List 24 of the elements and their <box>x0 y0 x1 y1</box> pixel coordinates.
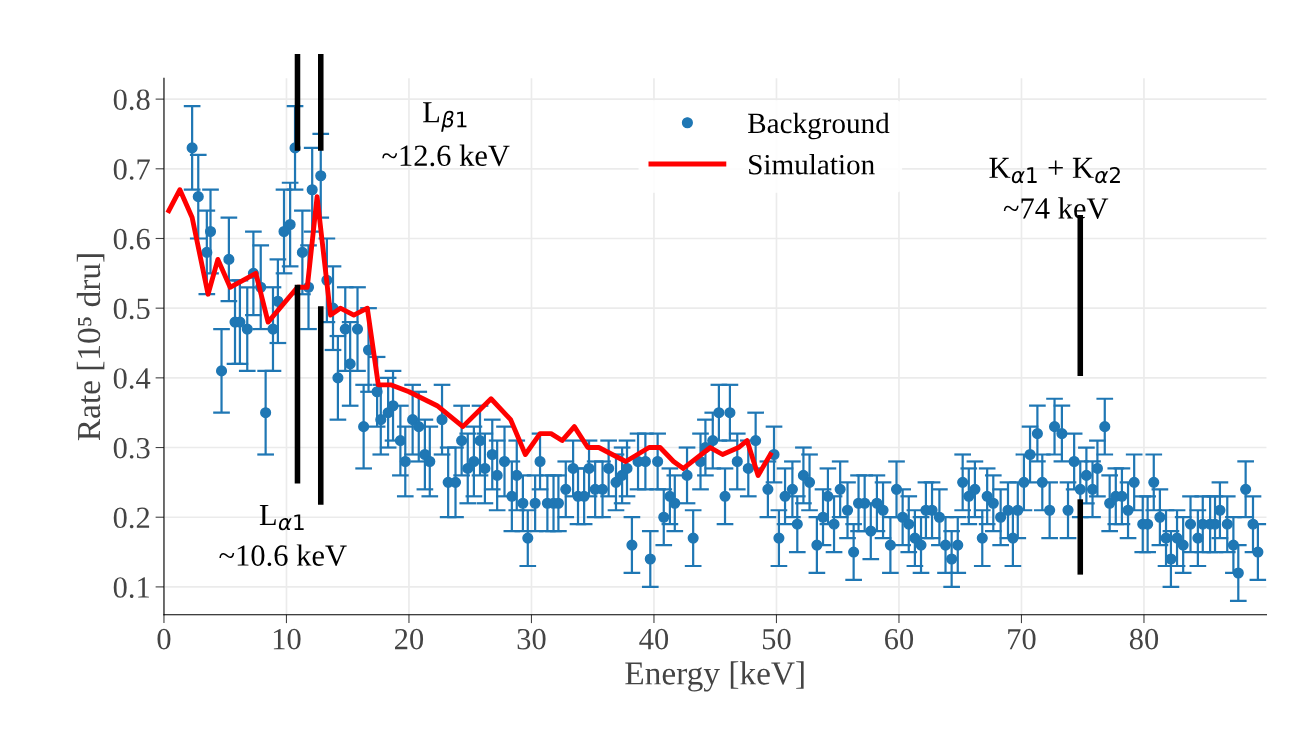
ref-line-label: L$_{β1}$ ~12.6 keV <box>382 102 510 167</box>
y-tick-label: 0.2 <box>113 507 150 529</box>
y-tick-label: 0.6 <box>113 228 150 250</box>
x-tick-label: 30 <box>517 628 546 650</box>
y-tick-label: 0.7 <box>113 159 150 180</box>
ref-line-label: L$_{α1}$ ~10.6 keV <box>219 505 347 567</box>
y-tick-label: 0.4 <box>113 368 151 389</box>
x-tick-label: 20 <box>395 628 424 650</box>
ref-line-label: K$_{α1}$ + K$_{α2}$ ~74 keV <box>989 157 1120 219</box>
x-tick-label: 10 <box>273 628 301 650</box>
y-tick-label: 0.3 <box>113 437 150 459</box>
y-tick-label: 0.1 <box>113 577 149 598</box>
x-axis-title: Energy [keV] <box>625 661 804 692</box>
y-axis-title: Rate [10⁵ dru] <box>76 254 105 441</box>
x-tick-label: 40 <box>639 628 669 650</box>
x-tick-label: 0 <box>157 628 171 650</box>
y-tick-label: 0.8 <box>113 89 150 111</box>
x-tick-label: 60 <box>885 628 914 650</box>
legend-label: Background <box>748 112 890 140</box>
y-tick-label: 0.5 <box>113 298 150 320</box>
x-tick-label: 50 <box>762 628 791 650</box>
legend-label: Simulation <box>749 153 875 175</box>
x-tick-label: 70 <box>1008 628 1036 650</box>
x-tick-label: 80 <box>1129 628 1159 650</box>
